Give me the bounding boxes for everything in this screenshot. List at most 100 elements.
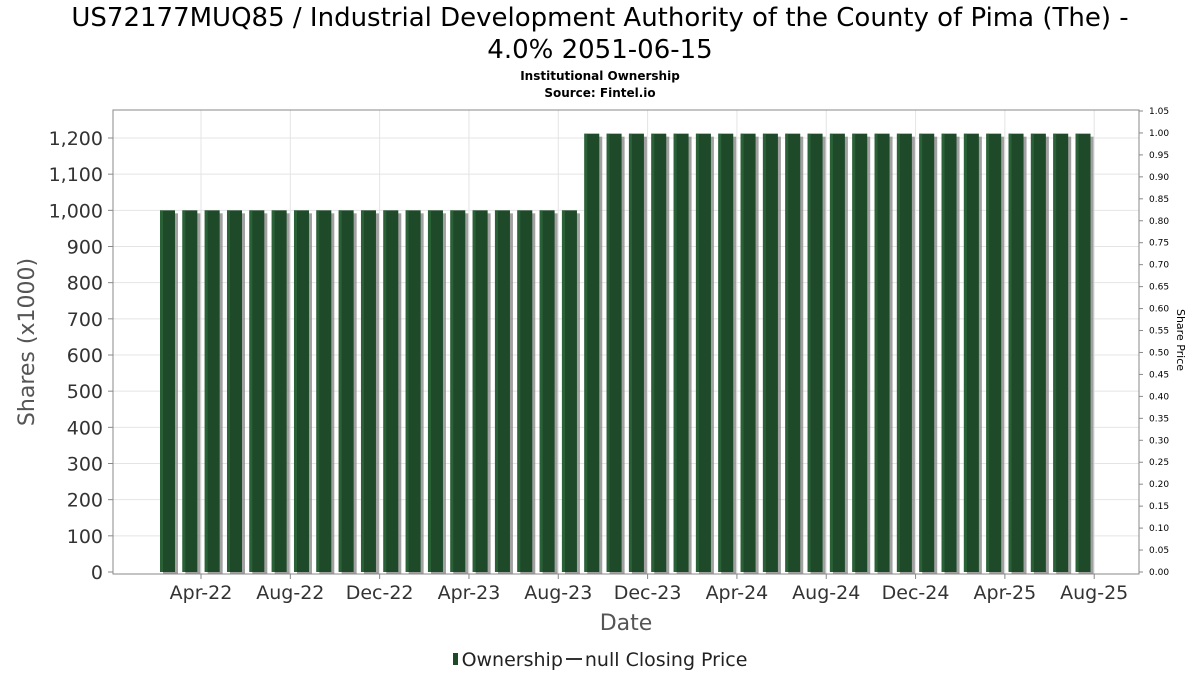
- bar-fill: [450, 210, 466, 573]
- bar: [204, 210, 223, 575]
- bar-fill: [338, 210, 354, 573]
- bar-fill: [1008, 133, 1024, 572]
- bar: [651, 133, 670, 574]
- bar-highlight: [249, 210, 253, 573]
- y-tick-label: 1,000: [49, 200, 103, 222]
- bar-fill: [517, 210, 533, 573]
- bar-fill: [249, 210, 265, 573]
- bar-highlight: [963, 133, 967, 572]
- x-axis-label: Date: [600, 611, 653, 636]
- bar: [293, 210, 312, 575]
- bar-fill: [1030, 133, 1046, 572]
- bar-fill: [651, 133, 667, 572]
- legend-ownership-swatch: [452, 652, 458, 665]
- bar: [628, 133, 647, 574]
- bar-highlight: [919, 133, 923, 572]
- bar-fill: [852, 133, 868, 572]
- bar-highlight: [762, 133, 766, 572]
- bar: [852, 133, 871, 574]
- bar-highlight: [695, 133, 699, 572]
- x-tick-label: Dec-24: [882, 582, 950, 604]
- bar: [896, 133, 915, 574]
- y2-tick-label: 0.25: [1149, 458, 1169, 468]
- bar-highlight: [160, 210, 163, 573]
- bar-fill: [829, 133, 845, 572]
- y2-tick-label: 0.05: [1149, 546, 1169, 556]
- bar-highlight: [182, 210, 186, 573]
- bar: [271, 210, 290, 575]
- bar-highlight: [383, 210, 387, 573]
- y2-tick-label: 0.20: [1149, 480, 1169, 490]
- x-tick-label: Aug-22: [256, 582, 324, 604]
- bar-fill: [673, 133, 689, 572]
- bar-fill: [986, 133, 1002, 572]
- bar-fill: [606, 133, 622, 572]
- bar-fill: [628, 133, 644, 572]
- bar-fill: [963, 133, 979, 572]
- y-tick-label: 1,100: [49, 164, 103, 186]
- y2-tick-label: 1.05: [1149, 107, 1169, 117]
- bar-fill: [695, 133, 711, 572]
- bar-fill: [427, 210, 443, 573]
- bar: [919, 133, 938, 574]
- y2-tick-label: 0.10: [1149, 524, 1169, 534]
- y2-tick-label: 0.00: [1149, 568, 1169, 578]
- bar: [740, 133, 759, 574]
- bar-highlight: [561, 210, 565, 573]
- bar: [472, 210, 491, 575]
- bar: [561, 210, 580, 575]
- bar: [517, 210, 536, 575]
- x-axis: Apr-22 Aug-22 Dec-22 Apr-23 Aug-23 Dec-23 Apr-…: [170, 574, 1128, 604]
- y2-tick-label: 0.60: [1149, 305, 1169, 315]
- bar: [494, 210, 513, 575]
- bar-highlight: [338, 210, 342, 573]
- y2-tick-label: 0.90: [1149, 173, 1169, 183]
- bar-highlight: [852, 133, 856, 572]
- bar: [1053, 133, 1072, 574]
- bar-fill: [204, 210, 220, 573]
- bar: [941, 133, 960, 574]
- chart-title-line-2: 4.0% 2051-06-15: [487, 35, 713, 65]
- bar-highlight: [807, 133, 811, 572]
- bar: [316, 210, 335, 575]
- y2-tick-label: 0.95: [1149, 151, 1169, 161]
- y-tick-label: 700: [67, 309, 103, 331]
- bar-highlight: [226, 210, 230, 573]
- bar-highlight: [450, 210, 454, 573]
- bar-fill: [762, 133, 778, 572]
- bar-highlight: [293, 210, 297, 573]
- x-tick-label: Aug-23: [524, 582, 592, 604]
- y2-tick-label: 0.40: [1149, 392, 1169, 402]
- x-tick-label: Apr-25: [974, 582, 1037, 604]
- bar-highlight: [829, 133, 833, 572]
- bar-fill: [941, 133, 957, 572]
- bar-highlight: [896, 133, 900, 572]
- y-axis-right: 0.00 0.05 0.10 0.15 0.20 0.25 0.30 0.35 0.40 0.45…: [1139, 107, 1169, 578]
- x-tick-label: Dec-23: [614, 582, 682, 604]
- legend-price-line: [565, 657, 582, 660]
- y2-tick-label: 0.75: [1149, 239, 1169, 249]
- bar: [450, 210, 469, 575]
- y-tick-label: 300: [67, 454, 103, 476]
- bar-highlight: [740, 133, 744, 572]
- y-tick-label: 100: [67, 526, 103, 548]
- bar: [963, 133, 982, 574]
- bar-fill: [160, 210, 175, 573]
- y2-tick-label: 0.80: [1149, 217, 1169, 227]
- bar: [986, 133, 1005, 574]
- bar-fill: [360, 210, 376, 573]
- y2-tick-label: 0.35: [1149, 414, 1169, 424]
- bar-highlight: [204, 210, 208, 573]
- bar: [405, 210, 424, 575]
- bar: [182, 210, 201, 575]
- bar-fill: [1075, 133, 1091, 572]
- y2-tick-label: 0.15: [1149, 502, 1169, 512]
- bar: [427, 210, 446, 575]
- y-tick-label: 600: [67, 345, 103, 367]
- bar-highlight: [539, 210, 543, 573]
- bar-highlight: [874, 133, 878, 572]
- bar-highlight: [1030, 133, 1034, 572]
- bar-highlight: [606, 133, 610, 572]
- bar-fill: [1053, 133, 1069, 572]
- y-tick-label: 0: [91, 562, 103, 584]
